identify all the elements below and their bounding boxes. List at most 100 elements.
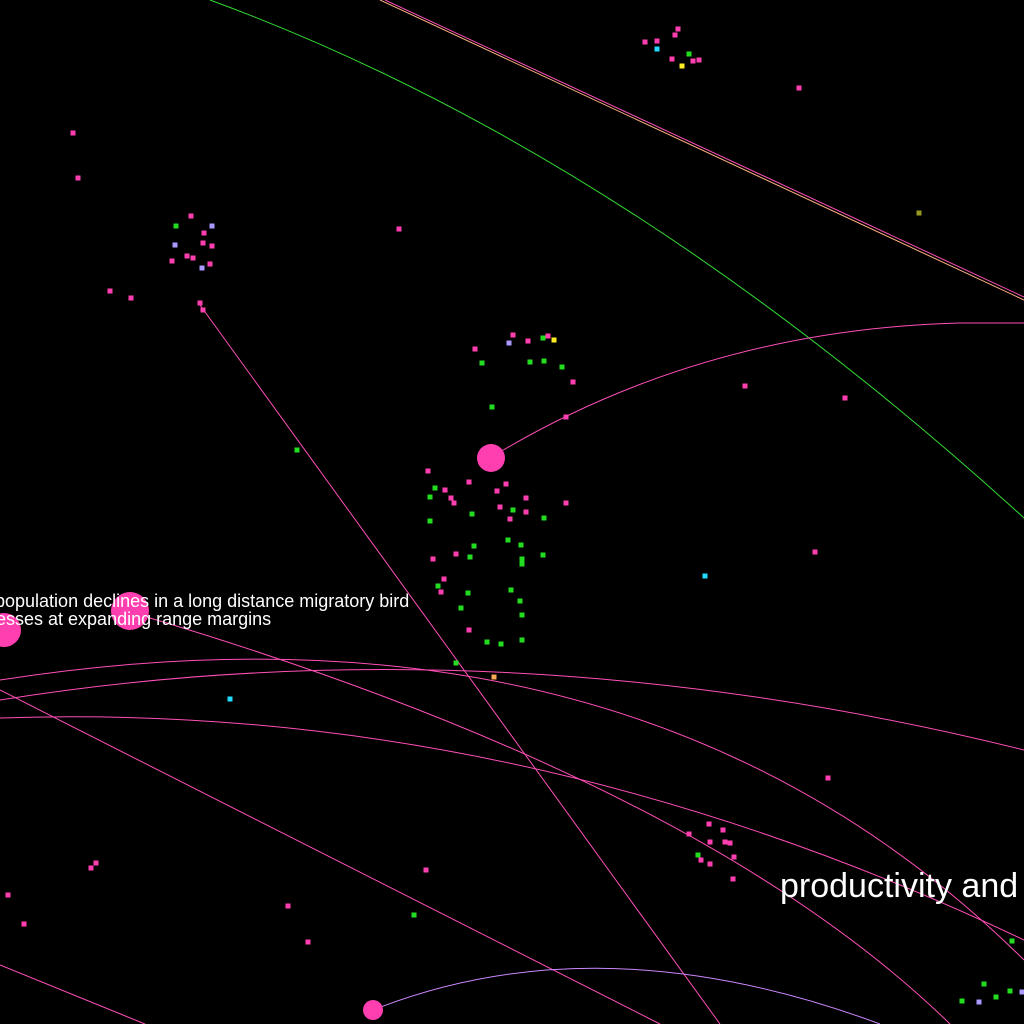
- graph-node: [519, 556, 525, 562]
- graph-node: [467, 554, 473, 560]
- graph-node: [432, 485, 438, 491]
- graph-node: [993, 994, 999, 1000]
- hub-node: [477, 444, 505, 472]
- hub-node: [363, 1000, 383, 1020]
- graph-node: [201, 230, 207, 236]
- edge: [199, 304, 721, 1024]
- edge-green: [209, 0, 1024, 519]
- graph-node: [706, 821, 712, 827]
- graph-node: [209, 223, 215, 229]
- graph-node: [503, 481, 509, 487]
- graph-node: [441, 576, 447, 582]
- graph-node: [796, 85, 802, 91]
- graph-node: [107, 288, 113, 294]
- graph-node: [540, 552, 546, 558]
- graph-node: [305, 939, 311, 945]
- graph-node: [727, 840, 733, 846]
- graph-node: [510, 507, 516, 513]
- graph-node: [812, 549, 818, 555]
- graph-node: [466, 627, 472, 633]
- graph-node: [197, 300, 203, 306]
- graph-node: [642, 39, 648, 45]
- graph-node: [698, 857, 704, 863]
- graph-node: [294, 447, 300, 453]
- graph-node: [200, 307, 206, 313]
- graph-node: [427, 494, 433, 500]
- graph-node: [510, 332, 516, 338]
- graph-node: [479, 360, 485, 366]
- edge-peach: [379, 0, 1024, 301]
- edge: [384, 0, 1024, 298]
- graph-node: [435, 583, 441, 589]
- edge: [129, 611, 951, 1024]
- graph-node: [541, 515, 547, 521]
- graph-node: [207, 261, 213, 267]
- graph-node: [469, 511, 475, 517]
- graph-node: [21, 921, 27, 927]
- edge: [0, 964, 146, 1024]
- graph-node: [679, 63, 685, 69]
- graph-node: [508, 587, 514, 593]
- graph-node: [825, 775, 831, 781]
- graph-node: [686, 51, 692, 57]
- graph-node: [563, 500, 569, 506]
- graph-node: [128, 295, 134, 301]
- hub-node-range-margins: [0, 613, 21, 647]
- graph-node: [517, 598, 523, 604]
- graph-node: [545, 333, 551, 339]
- graph-node: [471, 543, 477, 549]
- graph-node: [453, 660, 459, 666]
- graph-node: [498, 641, 504, 647]
- graph-node: [981, 981, 987, 987]
- graph-node: [551, 337, 557, 343]
- node-label-productivity: productivity and: [780, 867, 1019, 905]
- graph-node: [654, 38, 660, 44]
- graph-node: [448, 495, 454, 501]
- graph-node: [1007, 988, 1013, 994]
- graph-node: [453, 551, 459, 557]
- hub-node-migratory-bird: [111, 592, 149, 630]
- graph-node: [411, 912, 417, 918]
- graph-node: [541, 358, 547, 364]
- node-label-migratory-bird: population declines in a long distance m…: [0, 591, 410, 611]
- graph-node: [527, 359, 533, 365]
- graph-node: [423, 867, 429, 873]
- graph-node: [570, 379, 576, 385]
- graph-node: [686, 831, 692, 837]
- hub-node-layer: [0, 444, 505, 1020]
- edge-violet: [372, 967, 881, 1024]
- graph-node: [672, 32, 678, 38]
- graph-node: [438, 589, 444, 595]
- graph-node: [842, 395, 848, 401]
- graph-node: [731, 854, 737, 860]
- graph-node: [654, 46, 660, 52]
- graph-node: [88, 865, 94, 871]
- graph-node: [505, 537, 511, 543]
- edge: [0, 689, 661, 1024]
- graph-node: [188, 213, 194, 219]
- graph-node: [199, 265, 205, 271]
- graph-node: [425, 468, 431, 474]
- graph-node: [722, 839, 728, 845]
- graph-node: [563, 414, 569, 420]
- graph-node: [675, 26, 681, 32]
- graph-node: [669, 56, 675, 62]
- graph-node: [442, 487, 448, 493]
- graph-node: [75, 175, 81, 181]
- node-layer: [5, 26, 1024, 1005]
- graph-node: [494, 488, 500, 494]
- graph-node: [507, 516, 513, 522]
- graph-node: [695, 852, 701, 858]
- graph-node: [458, 605, 464, 611]
- graph-node: [190, 255, 196, 261]
- graph-node: [976, 999, 982, 1005]
- graph-node: [209, 243, 215, 249]
- graph-node: [730, 876, 736, 882]
- graph-node: [523, 509, 529, 515]
- graph-node: [472, 346, 478, 352]
- graph-node: [519, 637, 525, 643]
- graph-node: [93, 860, 99, 866]
- graph-node: [707, 839, 713, 845]
- graph-node: [702, 573, 708, 579]
